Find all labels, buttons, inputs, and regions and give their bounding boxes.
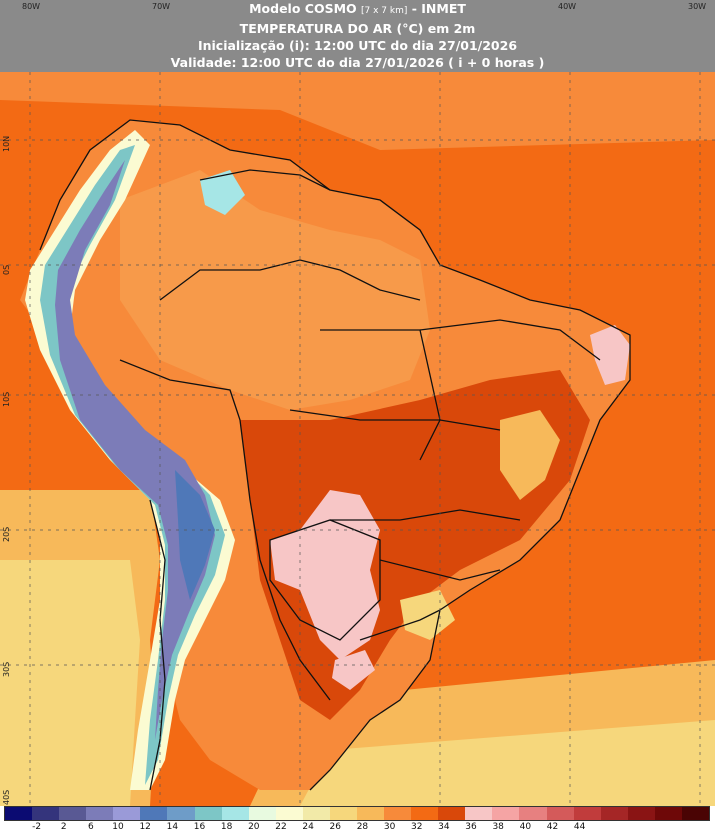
brazil-northern-border [159, 259, 421, 301]
legend-tick-label: 34 [438, 822, 450, 832]
andes-cold-band-core [55, 160, 215, 740]
header-valid: Validade: 12:00 UTC do dia 27/01/2026 ( … [170, 55, 545, 70]
state-border-4 [330, 509, 521, 521]
color-legend: -2 2 6 10 12 14 16 18 20 22 24 26 28 30 32 34 36 38 40 42 44 [4, 806, 710, 834]
cool-pocket-southeast-brazil [500, 410, 560, 500]
legend-swatch [59, 807, 87, 820]
legend-tick-label: 32 [411, 822, 423, 832]
legend-tick-label: 24 [302, 822, 314, 832]
legend-tick-label: 6 [88, 822, 94, 832]
hottest-region-northeast [590, 325, 630, 385]
paraguay-border [269, 519, 381, 641]
political-boundaries [39, 119, 631, 791]
state-border-1 [320, 329, 441, 461]
legend-swatch [329, 807, 358, 820]
lon-label-30w: 30W [688, 2, 707, 11]
legend-swatch [654, 807, 682, 820]
lat-label-40s: 40S [2, 789, 11, 805]
hottest-region-south [332, 650, 375, 690]
header-resolution: [7 x 7 km] [361, 6, 408, 16]
state-border-2 [419, 319, 601, 361]
legend-swatch [492, 807, 520, 820]
legend-tick-label: 16 [193, 822, 206, 832]
chile-argentina-border [149, 499, 166, 791]
legend-swatch [32, 807, 60, 820]
legend-tick-label: 14 [166, 822, 179, 832]
legend-swatch [167, 807, 195, 820]
guiana-borders [199, 169, 331, 191]
legend-swatch [86, 807, 114, 820]
cool-pocket-guiana [200, 170, 245, 215]
legend-tick-label: 20 [248, 822, 260, 832]
header-org: - INMET [411, 1, 466, 16]
lat-label-0s: 0S [2, 264, 11, 275]
legend-tick-label: -2 [32, 822, 42, 832]
legend-tick-label: 42 [546, 822, 559, 832]
header-variable: TEMPERATURA DO AR (°C) em 2m [239, 21, 476, 36]
lat-label-20s: 20S [2, 526, 11, 542]
map-header: Modelo COSMO [7 x 7 km] - INMET TEMPERAT… [0, 0, 715, 72]
legend-swatch [438, 807, 466, 820]
legend-swatch [221, 807, 249, 820]
header-init: Inicialização (i): 12:00 UTC do dia 27/0… [197, 38, 518, 53]
legend-swatch [275, 807, 303, 820]
legend-swatch [546, 807, 574, 820]
state-border-6 [359, 609, 441, 641]
header-title-line: Modelo COSMO [7 x 7 km] - INMET [0, 0, 715, 20]
header-model: Modelo COSMO [249, 1, 357, 16]
cool-pocket-serra-mar [400, 590, 455, 640]
legend-tick-label: 26 [329, 822, 341, 832]
coastline [39, 119, 631, 791]
lon-label-70w: 70W [152, 2, 171, 11]
legend-tick-label: 40 [519, 822, 532, 832]
legend-swatch [302, 807, 330, 820]
legend-swatch [519, 807, 547, 820]
state-border-3 [289, 409, 501, 431]
legend-tick-label: 44 [573, 822, 586, 832]
legend-swatch [357, 807, 385, 820]
legend-swatch [140, 807, 168, 820]
legend-tick-label: 2 [60, 822, 67, 832]
lat-label-30s: 30S [2, 661, 11, 677]
lat-label-10n: 10N [2, 135, 11, 152]
legend-color-bar [4, 806, 710, 821]
legend-swatch [627, 807, 655, 820]
legend-swatch [248, 807, 276, 820]
legend-swatch [465, 807, 493, 820]
legend-tick-label: 36 [465, 822, 477, 832]
legend-tick-label: 38 [492, 822, 504, 832]
legend-tick-labels: -2 2 6 10 12 14 16 18 20 22 24 26 28 30 32 34 36 38 40 42 44 [4, 821, 710, 835]
legend-tick-label: 18 [220, 822, 233, 832]
legend-tick-label: 30 [383, 822, 396, 832]
legend-swatch [600, 807, 628, 820]
state-border-5 [379, 559, 501, 581]
legend-swatch [573, 807, 601, 820]
legend-swatch [411, 807, 439, 820]
legend-tick-label: 22 [275, 822, 287, 832]
cool-ocean-southwest-inner [0, 560, 140, 806]
legend-tick-label: 10 [112, 822, 124, 832]
warm-ocean-north [0, 72, 715, 150]
legend-swatch [194, 807, 222, 820]
lon-label-40w: 40W [558, 2, 577, 11]
legend-swatch [384, 807, 412, 820]
graticule [0, 72, 715, 806]
brazil-western-border [119, 359, 331, 701]
legend-swatch [5, 807, 33, 820]
legend-tick-label: 28 [356, 822, 369, 832]
legend-swatch [681, 807, 710, 820]
amazon-lighter-region [120, 170, 430, 410]
legend-tick-label: 12 [139, 822, 151, 832]
andes-cold-band-peak [175, 470, 215, 600]
lat-label-10s: 10S [2, 391, 11, 407]
hottest-region-pantanal [270, 490, 380, 660]
lon-label-80w: 80W [22, 2, 41, 11]
cool-ocean-southeast-inner [300, 720, 715, 806]
legend-swatch [113, 807, 141, 820]
